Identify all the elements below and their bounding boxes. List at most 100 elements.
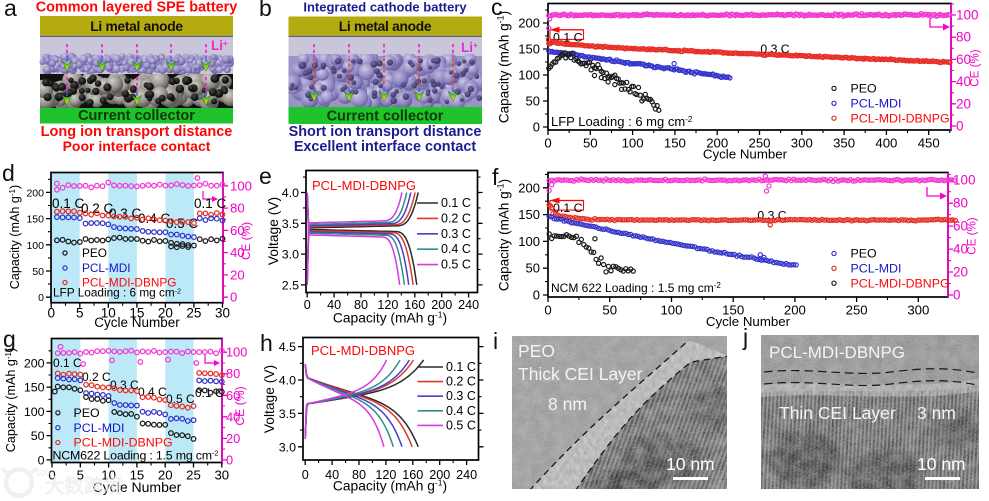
svg-text:4.0: 4.0: [279, 374, 296, 388]
svg-text:Current collector: Current collector: [327, 109, 444, 125]
svg-text:200: 200: [429, 468, 450, 482]
svg-text:PEO: PEO: [82, 246, 107, 260]
svg-text:4.0: 4.0: [282, 186, 299, 200]
svg-text:Capacity (mAh g-1): Capacity (mAh g-1): [333, 478, 447, 494]
svg-text:c: c: [491, 0, 503, 20]
svg-text:Capacity (mAh g-1): Capacity (mAh g-1): [496, 179, 512, 291]
svg-text:200: 200: [784, 303, 806, 318]
svg-text:80: 80: [354, 298, 368, 312]
svg-text:0: 0: [38, 292, 44, 304]
svg-text:0.1 C: 0.1 C: [553, 201, 583, 215]
svg-text:Excellent interface contact: Excellent interface contact: [294, 139, 477, 155]
svg-text:100: 100: [518, 68, 540, 83]
svg-text:0: 0: [304, 298, 311, 312]
svg-text:0.4 C: 0.4 C: [138, 385, 167, 399]
svg-text:Cycle Number: Cycle Number: [703, 147, 788, 162]
svg-text:100: 100: [230, 178, 252, 193]
svg-text:0.1 C: 0.1 C: [194, 196, 227, 211]
svg-text:Capacity (mAh g-1): Capacity (mAh g-1): [4, 348, 19, 452]
svg-text:3.5: 3.5: [279, 407, 296, 421]
svg-text:g: g: [3, 326, 16, 352]
svg-text:200: 200: [518, 180, 540, 195]
svg-text:PEO: PEO: [74, 406, 101, 420]
svg-text:0.1 C: 0.1 C: [52, 196, 85, 211]
svg-text:e: e: [259, 163, 272, 189]
svg-text:100: 100: [26, 240, 44, 252]
svg-text:20: 20: [158, 306, 173, 321]
svg-text:PCL-MDI-DBNPG: PCL-MDI-DBNPG: [851, 276, 950, 290]
svg-text:60: 60: [956, 52, 971, 67]
svg-text:h: h: [260, 330, 273, 356]
svg-text:0.5 C: 0.5 C: [441, 258, 471, 272]
svg-text:10 nm: 10 nm: [666, 454, 715, 474]
svg-text:Short ion transport distance: Short ion transport distance: [289, 124, 482, 140]
svg-text:400: 400: [875, 136, 897, 151]
svg-text:300: 300: [791, 136, 813, 151]
svg-text:0: 0: [230, 290, 237, 305]
svg-text:200: 200: [518, 16, 540, 31]
svg-text:100: 100: [622, 136, 644, 151]
svg-text:0: 0: [38, 453, 45, 467]
svg-text:50: 50: [583, 136, 598, 151]
svg-text:0: 0: [544, 303, 551, 318]
svg-text:5: 5: [76, 306, 84, 321]
svg-text:0.3 C: 0.3 C: [446, 389, 476, 403]
svg-text:80: 80: [230, 201, 245, 216]
svg-text:3.0: 3.0: [279, 440, 296, 454]
svg-text:200: 200: [431, 298, 452, 312]
svg-text:150: 150: [518, 207, 540, 222]
svg-text:PCL-MDI-DBNPG: PCL-MDI-DBNPG: [311, 343, 415, 358]
svg-text:PCL-MDI: PCL-MDI: [74, 421, 125, 435]
svg-text:15: 15: [129, 306, 144, 321]
svg-text:8 nm: 8 nm: [548, 394, 587, 414]
svg-text:0.4 C: 0.4 C: [446, 404, 476, 418]
svg-text:0.5 C: 0.5 C: [446, 418, 476, 432]
svg-text:d: d: [2, 160, 15, 186]
svg-text:80: 80: [226, 366, 240, 381]
svg-text:50: 50: [526, 94, 540, 109]
svg-text:150: 150: [26, 214, 44, 226]
svg-text:120: 120: [375, 468, 396, 482]
svg-text:200: 200: [24, 356, 45, 370]
svg-text:PCL-MDI-DBNPG: PCL-MDI-DBNPG: [769, 343, 905, 362]
svg-text:0: 0: [226, 452, 233, 467]
svg-text:0: 0: [48, 468, 55, 483]
svg-text:PEO: PEO: [518, 341, 555, 361]
svg-text:240: 240: [458, 298, 479, 312]
svg-text:NCM 622 Loading : 1.5 mg cm-2: NCM 622 Loading : 1.5 mg cm-2: [551, 281, 721, 296]
svg-text:PCL-MDI: PCL-MDI: [851, 97, 902, 111]
svg-text:Current collector: Current collector: [78, 108, 195, 124]
svg-text:PEO: PEO: [851, 247, 878, 261]
svg-text:25: 25: [186, 468, 201, 483]
svg-text:30: 30: [215, 306, 230, 321]
svg-text:60: 60: [226, 388, 240, 403]
svg-text:Common layered SPE battery: Common layered SPE battery: [36, 0, 238, 16]
svg-text:100: 100: [518, 234, 540, 249]
svg-text:40: 40: [230, 245, 245, 260]
svg-text:j: j: [742, 324, 748, 350]
svg-text:Cycle Number: Cycle Number: [94, 315, 180, 330]
svg-text:10: 10: [101, 468, 116, 483]
svg-text:PCL-MDI-DBNPG: PCL-MDI-DBNPG: [82, 276, 176, 290]
svg-text:25: 25: [186, 306, 201, 321]
svg-text:Thick CEI Layer: Thick CEI Layer: [518, 364, 643, 384]
svg-text:0.5 C: 0.5 C: [166, 392, 195, 406]
svg-text:0.4 C: 0.4 C: [441, 242, 471, 256]
svg-text:100: 100: [660, 303, 682, 318]
svg-text:LFP Loading : 6 mg cm-2: LFP Loading : 6 mg cm-2: [551, 114, 693, 129]
svg-text:200: 200: [26, 187, 44, 199]
svg-text:PCL-MDI: PCL-MDI: [82, 261, 131, 275]
svg-text:150: 150: [24, 381, 45, 395]
svg-text:50: 50: [32, 266, 44, 278]
svg-text:CE (%): CE (%): [233, 386, 247, 425]
svg-text:Thin CEI Layer: Thin CEI Layer: [779, 403, 896, 423]
svg-text:0: 0: [953, 288, 961, 303]
svg-text:0: 0: [956, 119, 964, 134]
svg-text:Capacity (mAh g-1): Capacity (mAh g-1): [496, 11, 512, 123]
svg-text:100: 100: [226, 345, 247, 360]
svg-text:450: 450: [918, 136, 940, 151]
svg-text:20: 20: [956, 96, 971, 111]
svg-text:3.0: 3.0: [282, 248, 299, 262]
svg-text:150: 150: [722, 303, 744, 318]
svg-text:50: 50: [31, 429, 45, 443]
